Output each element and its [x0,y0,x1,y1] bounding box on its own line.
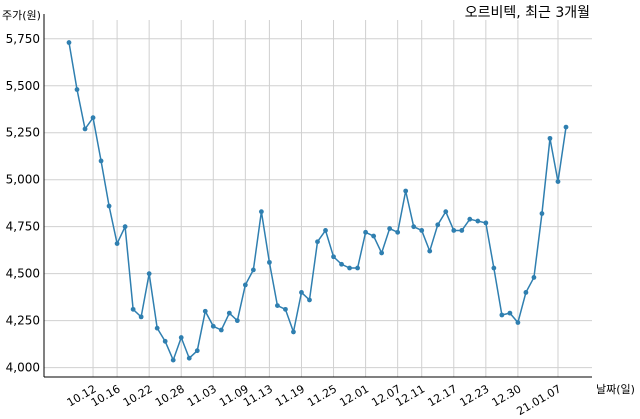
data-point [186,355,192,361]
data-point [226,310,232,316]
data-point [491,265,497,271]
data-point [138,314,144,320]
data-point [395,229,401,235]
data-point [347,265,352,271]
data-point [371,233,377,239]
x-tick-label: 10.22 [121,382,155,409]
data-point [419,228,425,233]
data-point [523,290,529,295]
data-point [515,320,521,325]
data-point [507,310,513,316]
chart-title: 오르비텍, 최근 3개월 [465,5,590,21]
data-point [170,357,176,363]
data-point [234,318,240,324]
data-point [403,188,409,194]
y-tick-label: 5,000 [6,173,40,187]
data-point [323,228,328,233]
y-tick-label: 5,250 [6,126,40,140]
data-point [363,229,368,235]
data-point [250,267,256,273]
data-point [130,306,136,312]
x-tick-label: 12.17 [425,382,459,409]
x-tick-label: 10.28 [153,382,187,409]
data-point [411,224,417,230]
data-point [283,306,288,312]
x-tick-label: 12.01 [337,382,371,409]
data-point [531,275,537,280]
data-point [162,338,168,344]
data-point [258,209,264,215]
data-point [146,271,152,277]
x-axis-label: 날짜(일) [596,382,635,396]
data-point [339,261,344,267]
data-point [499,312,505,318]
data-point [291,329,296,335]
data-point [307,297,312,303]
x-tick-label: 12.23 [458,382,492,409]
data-point [555,179,561,184]
data-point [427,248,433,254]
data-point [210,323,216,329]
data-point [451,228,457,233]
data-point [315,239,320,245]
data-point [66,40,72,45]
price-line [68,42,567,363]
y-tick-label: 4,500 [6,267,40,281]
data-point [387,226,393,231]
data-point [98,158,104,164]
data-point [563,124,569,130]
data-point [483,220,489,226]
data-point [355,265,360,271]
data-point [299,290,304,295]
data-point [547,135,553,141]
data-point [275,303,280,308]
data-point [331,254,336,260]
data-point [122,224,128,230]
y-tick-label: 4,000 [6,361,40,375]
data-point [379,250,385,256]
price-points [66,40,569,363]
y-tick-label: 4,250 [6,314,40,328]
data-point [202,308,208,314]
data-point [475,218,481,224]
x-tick-labels: 10.1210.1610.2210.2811.0311.0911.1311.19… [65,382,564,418]
data-point [114,241,120,246]
x-tick-label: 11.19 [273,382,307,409]
data-point [267,259,272,265]
data-point [90,115,96,121]
x-tick-label: 21.01.07 [515,382,564,418]
y-tick-label: 5,500 [6,79,40,93]
data-point [106,203,112,209]
data-point [218,327,224,333]
data-point [178,335,184,340]
x-tick-label: 11.03 [185,382,219,409]
y-tick-label: 5,750 [6,32,40,46]
data-point [435,222,441,228]
y-tick-labels: 4,000 4,250 4,500 4,750 5,000 5,250 5,500 5,750 [6,32,40,375]
y-axis-label: 주가(원) [2,9,41,22]
data-point [467,216,473,222]
data-point [154,325,160,331]
y-tick-label: 4,750 [6,220,40,234]
data-point [194,348,200,354]
axes [43,14,592,378]
data-point [539,211,545,216]
data-point [242,282,248,288]
data-point [82,126,88,132]
grid-lines [44,20,592,377]
data-point [74,87,80,92]
series-line [68,42,567,363]
data-point [443,209,449,215]
data-point [459,228,465,233]
x-tick-label: 11.25 [305,382,339,409]
